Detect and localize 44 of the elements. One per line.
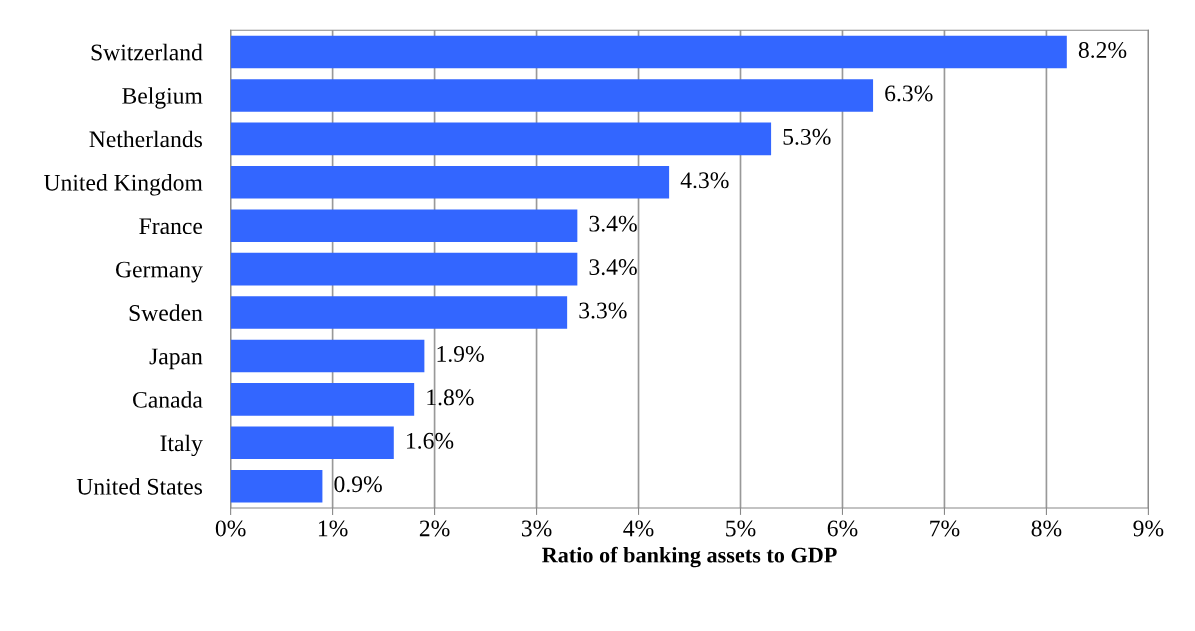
x-tick-label: 3% — [521, 520, 552, 537]
data-label: 8.2% — [1078, 41, 1127, 59]
data-label: 1.9% — [437, 345, 484, 362]
bar — [230, 339, 425, 373]
bar — [230, 122, 772, 156]
x-axis-title: Ratio of banking assets to GDP — [542, 546, 837, 568]
bar — [230, 252, 578, 286]
x-tick-label: 2% — [419, 520, 450, 537]
data-label: 4.3% — [680, 172, 729, 189]
y-tick-label: Canada — [133, 391, 203, 408]
data-label: 1.8% — [427, 389, 474, 406]
x-tick-label: 0% — [215, 520, 246, 537]
y-tick-label: Belgium — [122, 87, 203, 109]
x-tick-label: 8% — [1031, 520, 1062, 537]
x-tick-label: 6% — [827, 520, 858, 537]
x-tick-label: 5% — [726, 520, 756, 537]
bar — [230, 35, 1067, 69]
bar — [230, 209, 578, 242]
bar — [230, 79, 874, 112]
x-tick-label: 4% — [623, 520, 654, 537]
y-tick-label: Sweden — [129, 304, 203, 321]
data-label: 6.3% — [885, 85, 933, 102]
bar — [230, 296, 568, 329]
bar — [230, 383, 415, 416]
y-tick-label: Japan — [149, 348, 203, 370]
y-tick-label: United Kingdom — [43, 174, 203, 196]
data-label: 3.4% — [589, 259, 637, 276]
bar — [230, 469, 323, 503]
data-label: 3.3% — [579, 302, 627, 319]
data-label: 3.4% — [589, 215, 637, 232]
data-label: 0.9% — [334, 476, 382, 493]
y-tick-label: Germany — [115, 261, 203, 283]
y-tick-label: Italy — [160, 434, 203, 457]
x-tick-label: 1% — [318, 520, 348, 537]
y-tick-label: United States — [76, 478, 202, 495]
y-tick-label: Netherlands — [89, 130, 202, 148]
y-tick-label: Switzerland — [91, 43, 203, 61]
bar — [230, 426, 394, 460]
x-tick-label: 7% — [930, 520, 960, 537]
y-tick-label: France — [139, 218, 203, 235]
bar — [230, 165, 670, 199]
data-label: 1.6% — [406, 432, 454, 449]
x-tick-label: 9% — [1133, 520, 1164, 537]
data-label: 5.3% — [783, 128, 831, 145]
